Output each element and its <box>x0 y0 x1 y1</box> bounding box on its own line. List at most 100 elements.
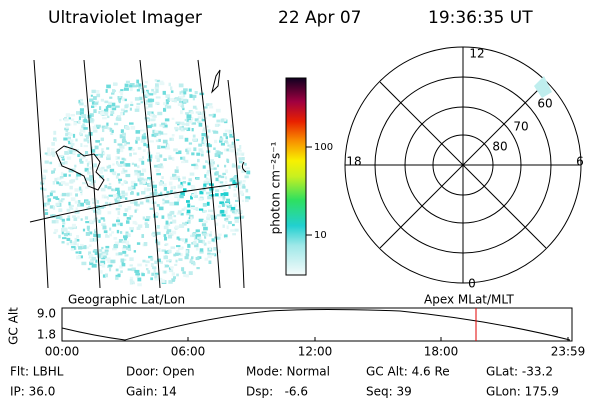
speckle <box>215 171 219 176</box>
speckle <box>201 153 204 157</box>
speckle <box>152 266 157 270</box>
speckle <box>58 200 61 203</box>
speckle <box>91 256 96 261</box>
speckle <box>149 207 154 210</box>
speckle <box>235 139 240 142</box>
speckle <box>121 240 126 244</box>
speckle <box>112 194 118 198</box>
speckle <box>124 98 127 102</box>
speckle <box>157 111 163 116</box>
speckle <box>74 200 79 204</box>
speckle <box>207 195 212 200</box>
speckle <box>162 202 165 205</box>
speckle <box>134 269 140 273</box>
speckle <box>230 206 236 210</box>
speckle <box>213 247 218 251</box>
speckle <box>54 219 59 224</box>
speckle <box>91 198 94 201</box>
speckle <box>160 279 165 283</box>
speckle <box>61 218 65 222</box>
speckle <box>83 129 86 133</box>
speckle <box>90 94 93 97</box>
speckle <box>89 166 92 170</box>
speckle <box>159 124 165 127</box>
speckle <box>156 152 160 155</box>
speckle <box>191 256 194 260</box>
speckle <box>230 209 233 212</box>
speckle <box>50 190 56 193</box>
speckle <box>174 169 179 173</box>
speckle <box>68 192 73 196</box>
speckle <box>218 180 221 183</box>
speckle <box>154 132 159 136</box>
geographic-image <box>40 79 251 287</box>
speckle <box>180 238 185 241</box>
speckle <box>176 252 181 256</box>
speckle <box>232 233 236 236</box>
speckle <box>151 272 155 276</box>
speckle <box>195 107 198 110</box>
speckle <box>132 220 137 225</box>
altitude-axis-label: GC Alt <box>7 307 21 345</box>
speckle <box>188 178 192 182</box>
speckle <box>137 165 140 169</box>
speckle <box>101 148 104 152</box>
speckle <box>75 193 79 197</box>
speckle <box>117 222 121 226</box>
speckle <box>153 91 157 95</box>
speckle <box>84 134 89 138</box>
speckle <box>154 155 159 159</box>
speckle <box>110 113 114 116</box>
speckle <box>143 142 147 147</box>
speckle <box>141 160 145 165</box>
speckle <box>188 120 193 124</box>
speckle <box>176 97 182 101</box>
speckle <box>191 232 196 237</box>
speckle <box>85 186 90 189</box>
speckle <box>164 187 168 191</box>
speckle <box>178 238 182 241</box>
speckle <box>201 223 207 227</box>
speckle <box>180 156 183 160</box>
speckle <box>120 96 123 100</box>
speckle <box>202 210 208 213</box>
speckle <box>186 200 190 203</box>
speckle <box>67 215 71 219</box>
speckle <box>93 237 97 242</box>
speckle <box>117 115 121 118</box>
speckle <box>135 84 139 88</box>
speckle <box>101 246 104 250</box>
speckle <box>86 120 91 124</box>
speckle <box>193 165 199 170</box>
speckle <box>181 125 184 129</box>
speckle <box>121 97 125 102</box>
speckle <box>212 114 216 118</box>
speckle <box>64 127 69 131</box>
speckle <box>158 193 163 197</box>
speckle <box>157 145 161 149</box>
speckle <box>81 114 87 119</box>
time-tick-label: 12:00 <box>298 345 333 359</box>
speckle <box>197 158 200 163</box>
speckle <box>137 170 141 173</box>
speckle <box>127 233 131 238</box>
speckle <box>145 216 151 219</box>
speckle <box>208 103 213 106</box>
speckle <box>218 205 221 208</box>
speckle <box>95 259 98 263</box>
speckle <box>168 269 174 273</box>
speckle <box>111 231 115 234</box>
speckle <box>103 219 106 222</box>
speckle <box>193 191 198 196</box>
speckle <box>163 234 167 237</box>
speckle <box>107 127 112 130</box>
speckle <box>103 204 106 208</box>
speckle <box>189 94 193 98</box>
speckle <box>106 251 109 256</box>
speckle <box>167 144 170 149</box>
speckle <box>213 167 217 170</box>
speckle <box>156 172 162 176</box>
speckle <box>156 225 160 229</box>
speckle <box>68 168 74 173</box>
speckle <box>86 246 90 249</box>
